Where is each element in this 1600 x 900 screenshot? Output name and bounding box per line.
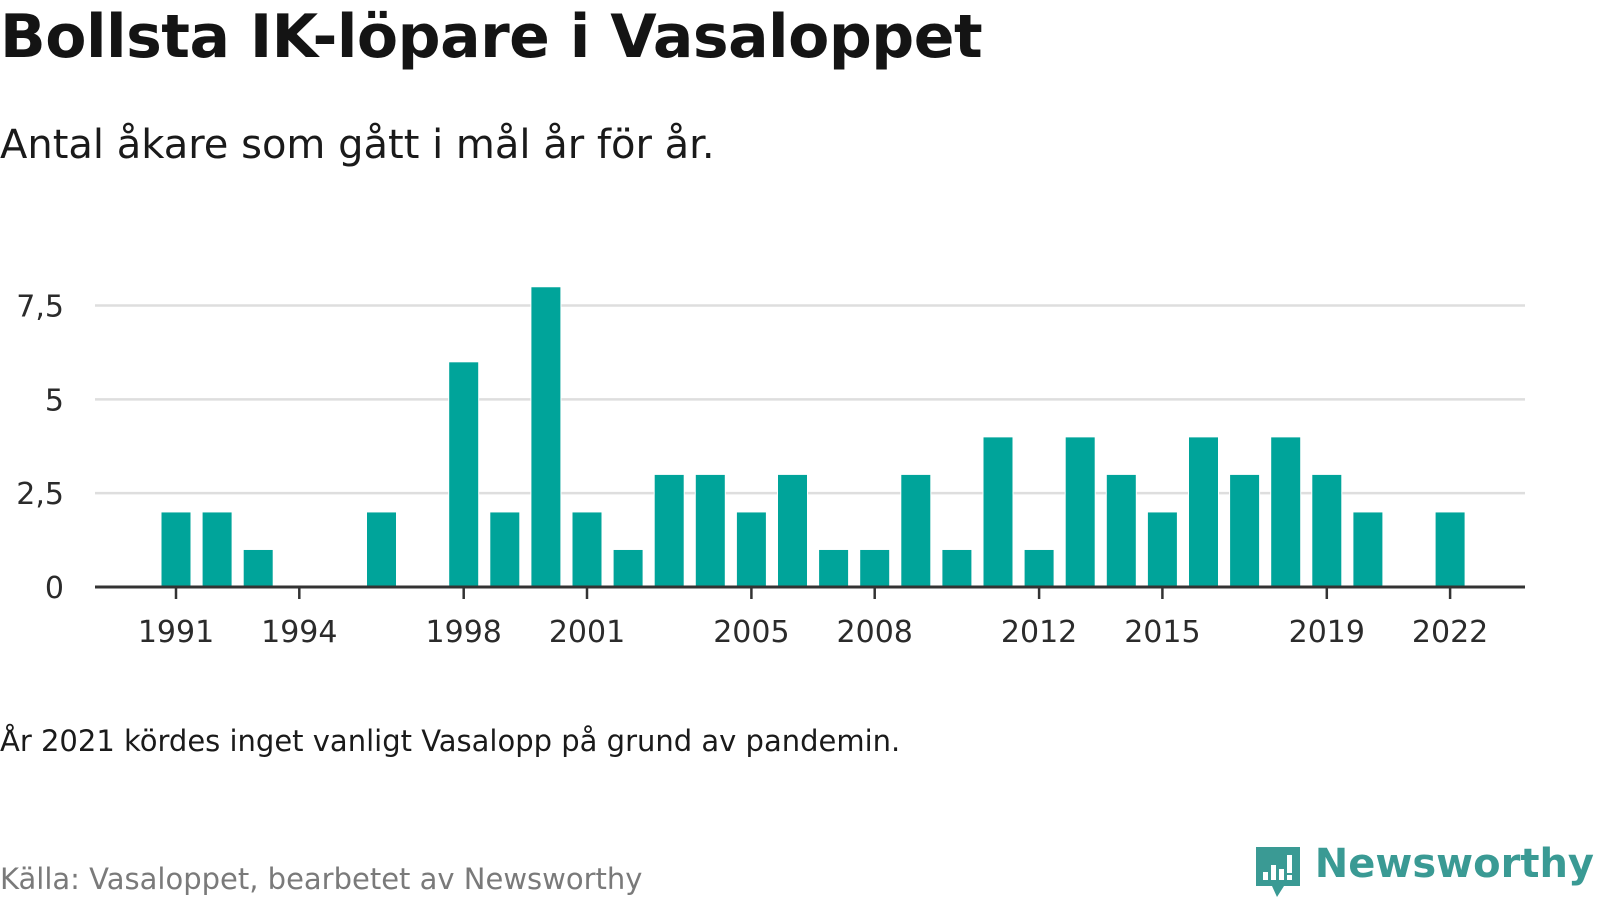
bar-2008 [859,548,891,588]
x-tick-label: 1991 [138,615,214,650]
x-tick-label: 2001 [549,615,625,650]
brand-name: Newsworthy [1314,841,1594,887]
gridlines [95,304,1525,495]
bar-2012 [1023,548,1055,588]
bar-chart: 0 2,5 5 7,5 1991 1994 1998 2001 2005 2008 2012 201… [16,286,1525,650]
y-tick-label: 5 [45,383,64,418]
bar-2015 [1146,511,1178,588]
bar-2020 [1352,511,1384,588]
bar-2013 [1064,436,1096,588]
bar-1991 [160,511,192,588]
newsworthy-logo-icon [1255,847,1300,897]
bar-2018 [1270,436,1302,588]
bar-1993 [242,548,274,588]
y-tick-label: 0 [45,571,64,606]
x-tick-label: 2008 [837,615,913,650]
bar-1992 [201,511,233,588]
source-text: Källa: Vasaloppet, bearbetet av Newswort… [0,862,643,896]
bar-2004 [694,473,726,588]
x-tick-label: 2019 [1289,615,1365,650]
x-axis [95,585,1525,599]
x-tick-label: 2015 [1124,615,1200,650]
y-axis-labels: 0 2,5 5 7,5 [16,290,64,606]
x-tick-label: 2012 [1001,615,1077,650]
bar-2000 [530,286,562,588]
chart-title: Bollsta IK-löpare i Vasaloppet [0,2,983,72]
y-tick-label: 2,5 [16,477,64,512]
bar-2011 [982,436,1014,588]
brand-logo: Newsworthy [1253,844,1594,900]
bar-1999 [489,511,521,588]
x-tick-label: 1998 [426,615,502,650]
bars [160,286,1466,588]
bar-2010 [941,548,973,588]
bar-1996 [366,511,397,588]
bar-1998 [448,361,480,588]
chart-note: År 2021 kördes inget vanligt Vasalopp på… [0,724,901,758]
bar-2001 [571,511,603,588]
bar-2019 [1311,473,1343,588]
bar-2006 [777,473,808,588]
bar-2002 [612,548,644,588]
x-tick-label: 2005 [713,615,789,650]
x-tick-label: 1994 [261,615,337,650]
bar-2009 [900,473,932,588]
bar-2005 [735,511,767,588]
x-tick-label: 2022 [1412,615,1488,650]
y-tick-label: 7,5 [16,290,64,325]
bar-2007 [818,548,850,588]
chart-subtitle: Antal åkare som gått i mål år för år. [0,122,715,168]
bar-2022 [1434,511,1466,588]
x-axis-labels: 1991 1994 1998 2001 2005 2008 2012 2015 2019 2022 [138,615,1488,650]
bar-2016 [1188,436,1219,588]
bar-2017 [1229,473,1261,588]
bar-2003 [653,473,685,588]
bar-2014 [1105,473,1137,588]
